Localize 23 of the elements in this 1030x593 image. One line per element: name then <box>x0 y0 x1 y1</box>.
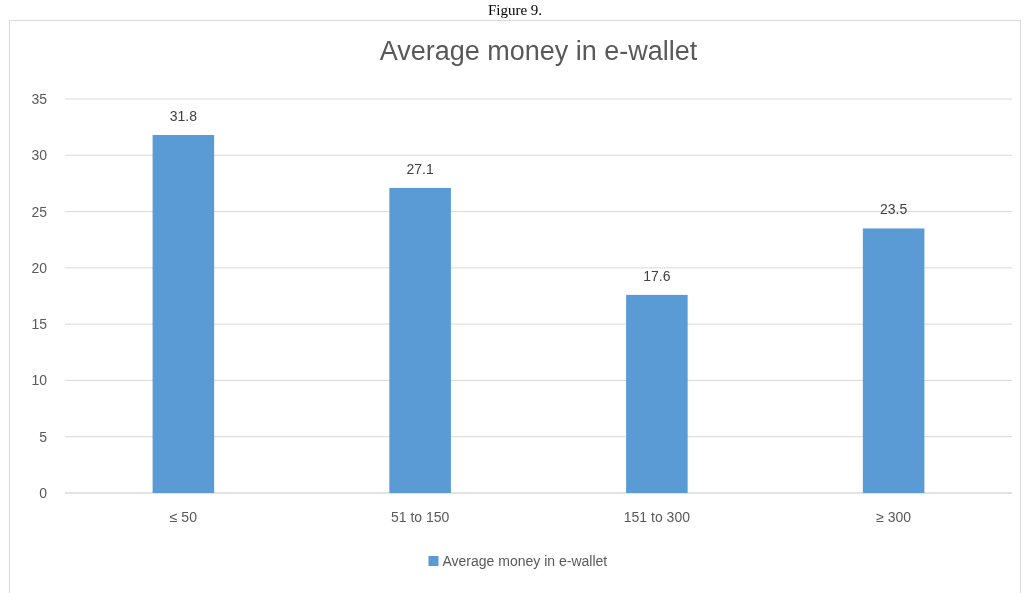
data-label: 23.5 <box>880 201 908 218</box>
y-tick-label: 10 <box>31 372 48 389</box>
y-tick-label: 0 <box>39 485 48 501</box>
y-tick-label: 5 <box>39 428 48 445</box>
data-label: 17.6 <box>643 267 671 284</box>
data-label: 27.1 <box>406 160 434 177</box>
bar <box>152 135 215 493</box>
legend-label: Average money in e-wallet <box>442 553 608 569</box>
chart-title: Average money in e-wallet <box>379 36 698 66</box>
x-tick-label: ≥ 300 <box>876 509 912 525</box>
bar <box>389 187 451 493</box>
y-tick-label: 30 <box>31 147 48 164</box>
x-tick-label: ≤ 50 <box>169 509 198 525</box>
bar <box>626 294 688 493</box>
y-tick-label: 20 <box>31 259 48 276</box>
caption: Figure 9. <box>487 2 543 18</box>
y-tick-label: 25 <box>31 203 48 220</box>
x-tick-label: 51 to 150 <box>390 509 450 525</box>
bar <box>862 228 925 493</box>
data-label: 31.8 <box>169 108 198 125</box>
x-tick-label: 151 to 300 <box>623 509 691 525</box>
y-tick-label: 35 <box>31 91 48 107</box>
y-tick-label: 15 <box>31 316 48 333</box>
